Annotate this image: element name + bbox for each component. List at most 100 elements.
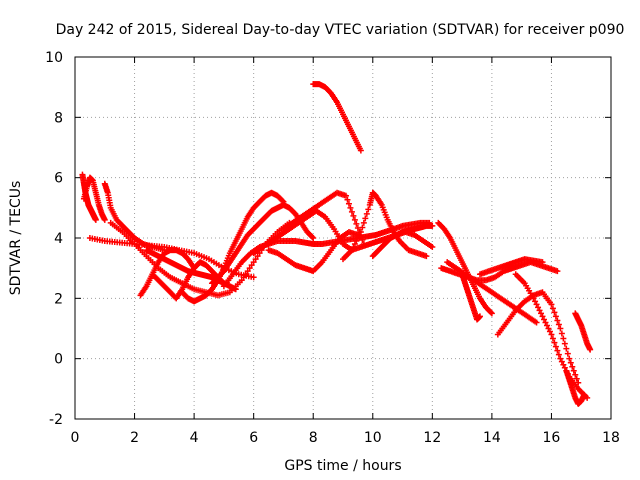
data-point <box>555 351 562 358</box>
data-point <box>429 244 436 251</box>
data-point <box>551 339 558 346</box>
data-point <box>252 256 259 263</box>
data-point <box>548 331 555 338</box>
data-point <box>246 265 253 272</box>
data-point <box>581 391 588 398</box>
series-arc-18 <box>435 219 495 317</box>
series-arc-22 <box>476 256 546 278</box>
data-point <box>357 228 364 235</box>
data-point <box>344 196 351 203</box>
data-point <box>360 219 367 226</box>
data-point <box>532 298 539 305</box>
tick-labels: 0 2 4 6 8 10 12 14 16 18 -2 0 2 4 6 8 10 <box>45 50 620 446</box>
x-tick-label: 18 <box>602 430 620 446</box>
data-point <box>429 222 436 229</box>
data-point <box>560 361 567 368</box>
data-point <box>254 253 261 260</box>
data-point <box>240 274 247 281</box>
data-point <box>543 322 550 329</box>
data-point <box>564 350 571 357</box>
series-arc-10 <box>208 201 317 287</box>
data-point <box>551 309 558 316</box>
data-point <box>530 295 537 302</box>
series-arc-14 <box>280 189 367 248</box>
series-arc-12 <box>250 207 436 257</box>
data-point <box>560 335 567 342</box>
series-arc-2 <box>80 174 108 223</box>
series-arc-20 <box>444 259 540 326</box>
data-point <box>541 316 547 323</box>
x-tick-label: 12 <box>423 430 441 446</box>
data-point <box>351 241 358 248</box>
data-point <box>353 220 360 227</box>
data-point <box>365 206 372 213</box>
data-point <box>558 358 565 365</box>
x-tick-label: 8 <box>309 430 318 446</box>
x-tick-label: 4 <box>190 430 199 446</box>
data-point <box>310 235 317 241</box>
x-tick-label: 6 <box>249 430 258 446</box>
data-point <box>250 274 257 281</box>
data-point <box>563 345 570 352</box>
data-point <box>101 216 108 223</box>
data-point <box>359 237 366 244</box>
data-point <box>353 238 360 245</box>
data-points <box>79 81 594 407</box>
data-point <box>345 200 352 207</box>
data-point <box>570 367 577 374</box>
y-tick-label: 8 <box>54 110 63 126</box>
x-axis-label: GPS time / hours <box>284 458 401 474</box>
y-tick-label: 6 <box>54 171 63 187</box>
x-tick-label: 14 <box>483 430 501 446</box>
data-point <box>561 364 568 371</box>
series-arc-1 <box>79 171 99 223</box>
data-point <box>347 204 354 211</box>
data-point <box>487 309 494 316</box>
y-tick-label: 0 <box>54 352 63 368</box>
data-point <box>248 262 255 269</box>
data-point <box>566 355 573 362</box>
x-tick-label: 0 <box>71 430 80 446</box>
data-point <box>242 271 249 278</box>
data-point <box>539 313 546 320</box>
data-point <box>238 277 245 284</box>
series-arc-8 <box>149 259 239 302</box>
data-point <box>542 319 549 326</box>
data-point <box>244 268 251 275</box>
x-tick-label: 10 <box>364 430 382 446</box>
data-point <box>552 343 559 350</box>
ticks <box>74 56 612 420</box>
data-point <box>350 244 357 251</box>
data-point <box>554 317 561 324</box>
data-point <box>362 215 369 222</box>
data-point <box>476 313 483 320</box>
data-point <box>357 147 364 154</box>
data-point <box>548 301 555 308</box>
data-point <box>573 375 580 382</box>
data-point <box>354 235 361 241</box>
data-point <box>546 328 553 335</box>
data-point <box>545 325 552 332</box>
data-point <box>567 359 574 366</box>
x-tick-label: 16 <box>543 430 561 446</box>
series-arc-21 <box>459 271 483 323</box>
data-point <box>552 313 559 320</box>
y-axis-label: SDTVAR / TECUs <box>8 181 24 296</box>
data-point <box>351 216 358 223</box>
data-point <box>569 363 576 370</box>
data-point <box>555 321 562 328</box>
data-point <box>423 253 430 260</box>
y-tick-label: -2 <box>49 412 63 428</box>
data-point <box>363 210 370 217</box>
data-point <box>250 259 257 266</box>
data-point <box>538 310 545 317</box>
series-arc-25 <box>563 367 588 407</box>
data-point <box>557 325 564 332</box>
data-point <box>554 268 561 275</box>
data-point <box>232 286 239 293</box>
series-arc-17 <box>369 222 436 260</box>
y-tick-label: 2 <box>54 291 63 307</box>
data-point <box>348 208 355 215</box>
series-arc-13 <box>265 228 361 275</box>
data-point <box>557 355 564 362</box>
